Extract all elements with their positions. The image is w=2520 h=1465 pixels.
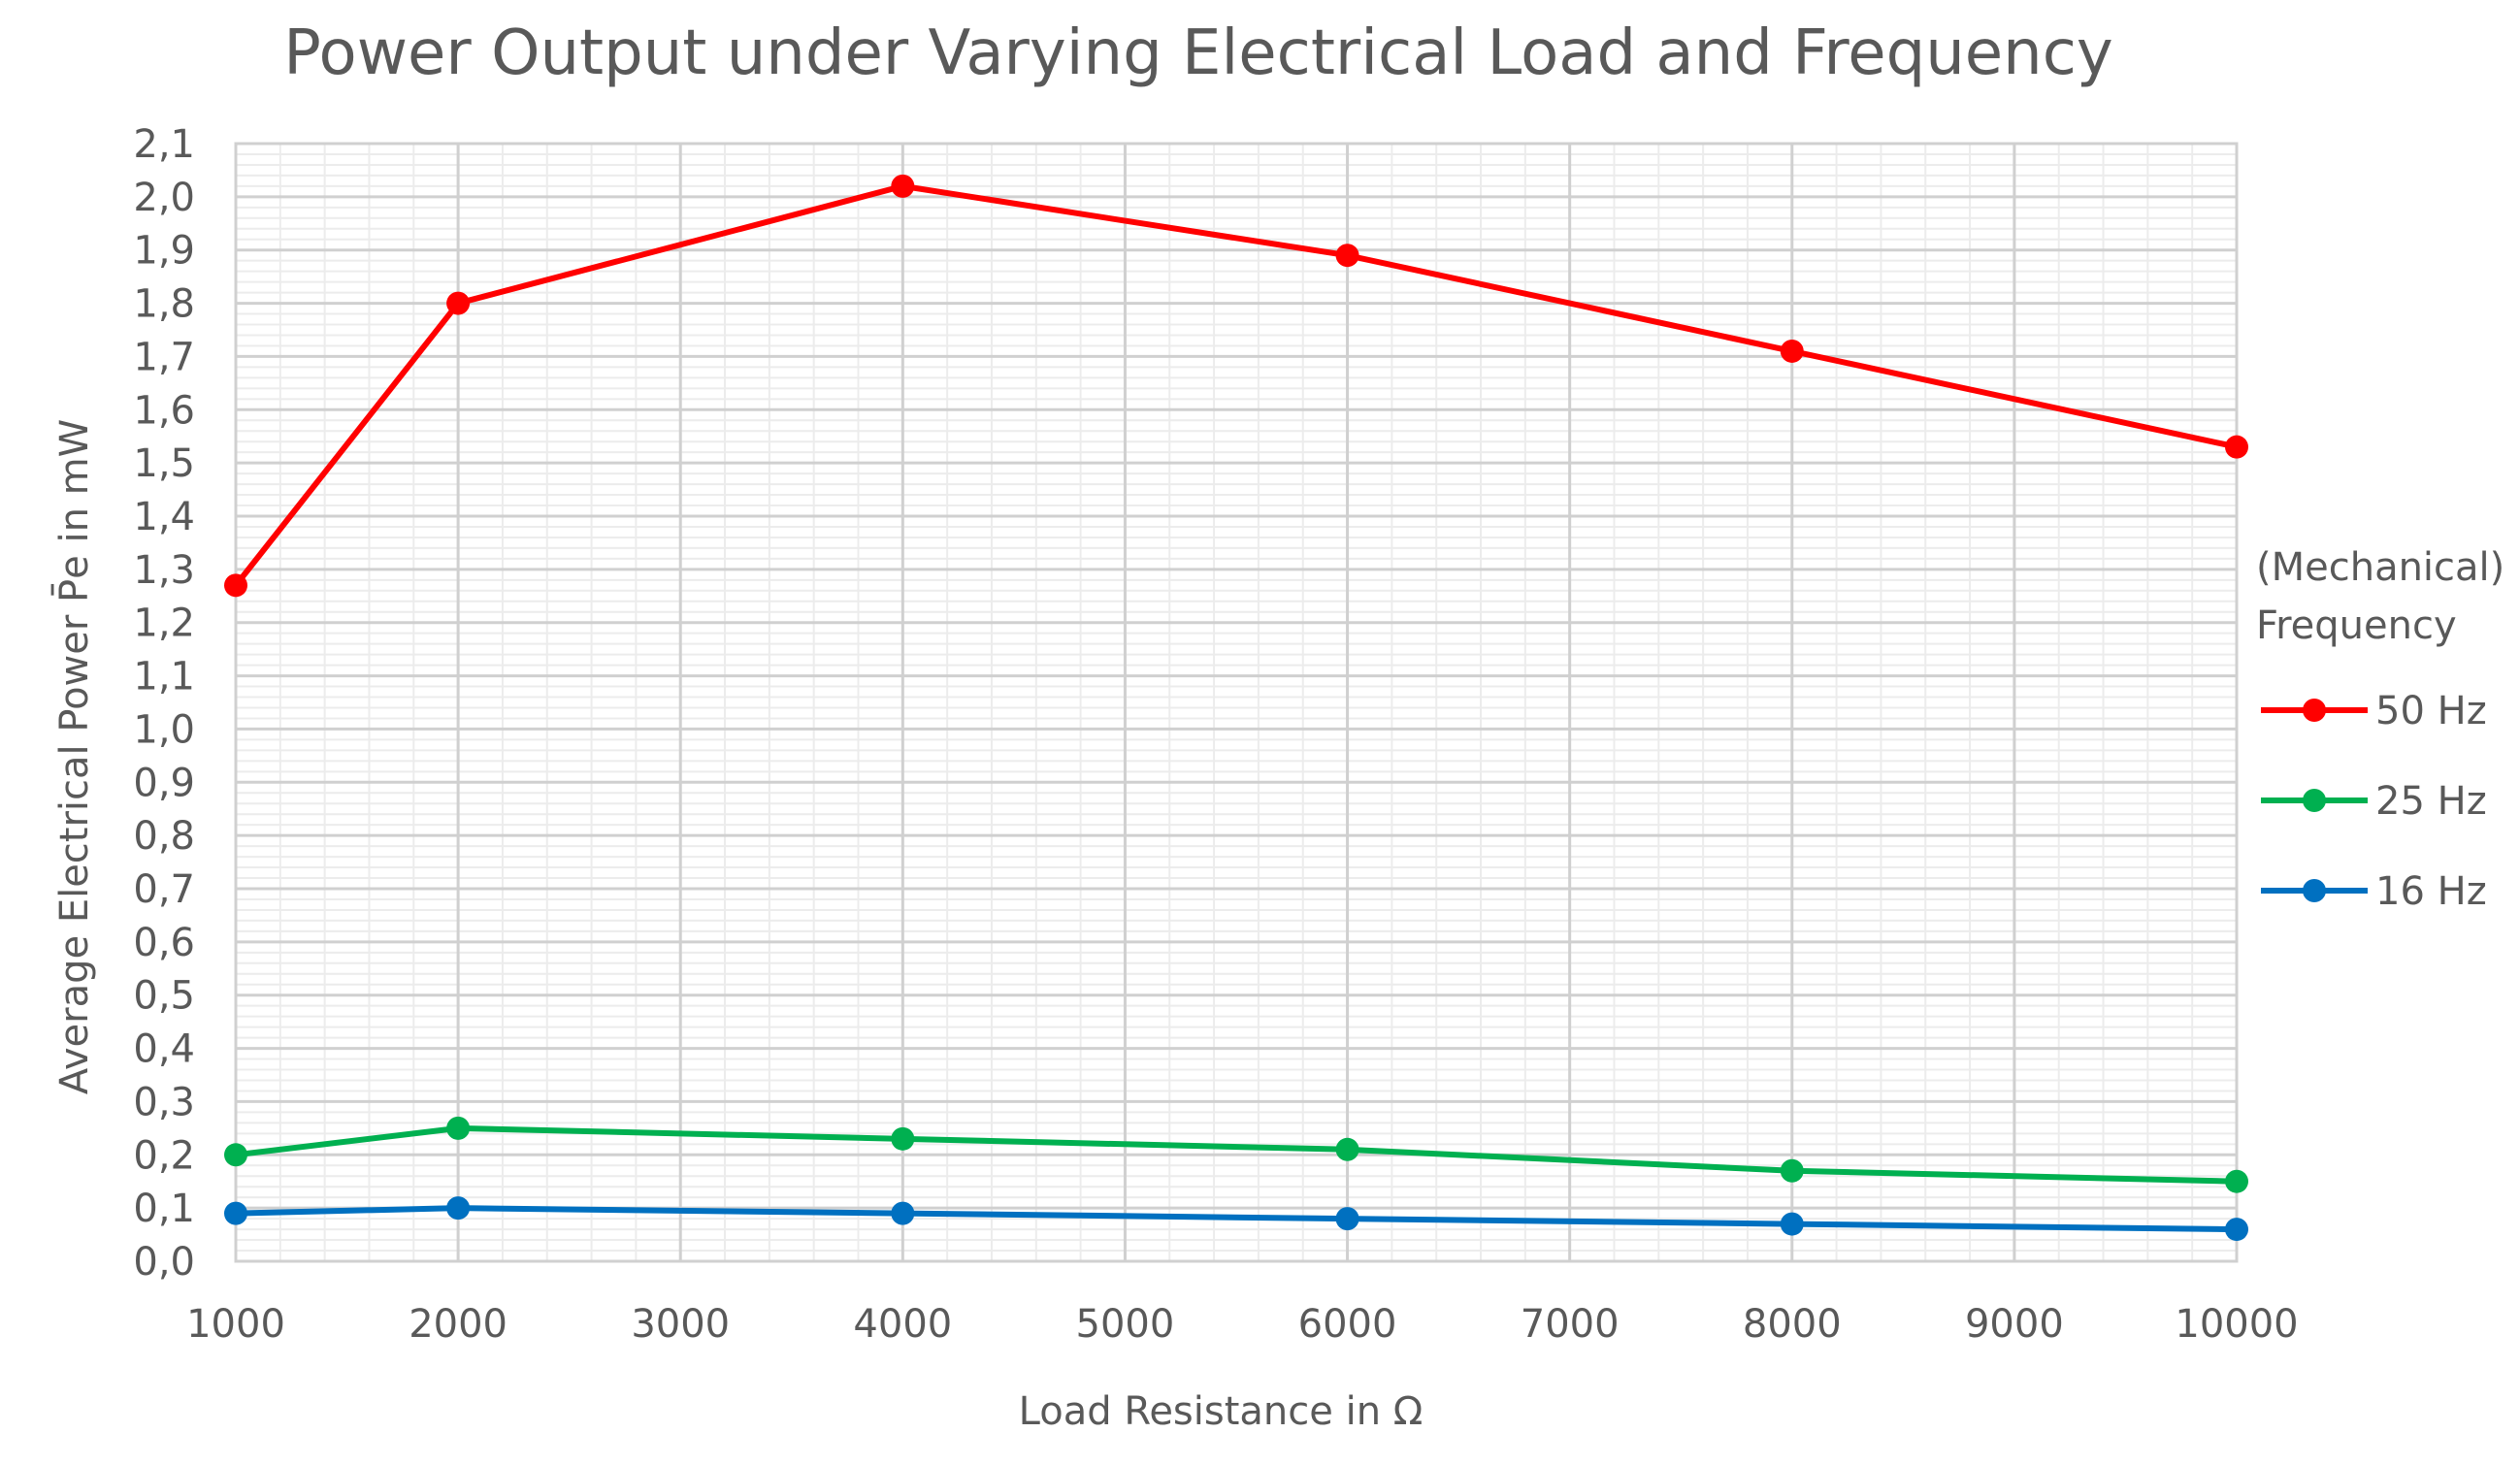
x-tick-label: 3000 <box>631 1302 730 1347</box>
data-point <box>2225 435 2248 459</box>
chart-title: Power Output under Varying Electrical Lo… <box>283 17 2113 89</box>
series-lines <box>224 174 2248 1242</box>
data-point <box>891 1201 915 1225</box>
legend-entry: 16 Hz <box>2261 869 2487 914</box>
data-point <box>224 573 247 598</box>
y-tick-label: 1,9 <box>133 229 195 274</box>
legend-swatch-marker <box>2303 699 2326 722</box>
y-axis-title: Average Electrical Power P̄e in mW <box>50 419 97 1094</box>
y-tick-label: 1,2 <box>133 602 195 646</box>
y-tick-label: 0,5 <box>133 974 195 1019</box>
x-tick-label: 1000 <box>186 1302 285 1347</box>
legend: (Mechanical) Frequency 50 Hz 25 Hz 16 Hz <box>2256 545 2504 914</box>
x-tick-label: 9000 <box>1965 1302 2064 1347</box>
series-25-hz <box>224 1116 2248 1193</box>
data-point <box>446 1196 471 1221</box>
legend-swatch-marker <box>2303 879 2326 902</box>
y-tick-label: 2,0 <box>133 176 195 220</box>
data-point <box>1335 1207 1359 1231</box>
y-tick-label: 1,5 <box>133 441 195 486</box>
y-tick-label: 0,2 <box>133 1133 195 1178</box>
data-point <box>2225 1218 2248 1242</box>
y-tick-label: 0,8 <box>133 814 195 859</box>
series-50-hz <box>224 174 2248 598</box>
series-line <box>235 1205 2238 1233</box>
series-line <box>235 1124 2238 1185</box>
x-tick-label: 10000 <box>2175 1302 2298 1347</box>
legend-title-line-2: Frequency <box>2256 603 2457 648</box>
legend-entry: 25 Hz <box>2261 779 2487 824</box>
data-point <box>1335 244 1359 268</box>
x-tick-label: 4000 <box>853 1302 952 1347</box>
x-tick-label: 6000 <box>1298 1302 1397 1347</box>
y-tick-label: 0,1 <box>133 1187 195 1231</box>
y-tick-label: 1,1 <box>133 655 195 700</box>
y-tick-label: 0,4 <box>133 1027 195 1072</box>
y-tick-label: 2,1 <box>133 122 195 167</box>
x-tick-label: 2000 <box>409 1302 507 1347</box>
plot-border <box>234 142 2239 1263</box>
y-tick-label: 0,0 <box>133 1240 195 1285</box>
data-point <box>1335 1137 1359 1161</box>
legend-label: 25 Hz <box>2375 779 2487 824</box>
x-axis-title: Load Resistance in Ω <box>1019 1389 1424 1434</box>
y-tick-label: 1,8 <box>133 282 195 327</box>
y-tick-label: 0,7 <box>133 867 195 912</box>
data-point <box>224 1143 247 1167</box>
data-point <box>446 1116 471 1140</box>
legend-label: 50 Hz <box>2375 689 2487 733</box>
legend-label: 16 Hz <box>2375 869 2487 914</box>
x-tick-label: 8000 <box>1743 1302 1842 1347</box>
data-point <box>2225 1169 2248 1193</box>
y-tick-label: 1,6 <box>133 388 195 433</box>
data-point <box>891 174 915 198</box>
y-tick-label: 1,0 <box>133 707 195 752</box>
y-tick-labels: 0,0 0,1 0,2 0,3 0,4 0,5 0,6 0,7 0,8 0,9 1,0 1,1 1,2 1… <box>133 122 195 1285</box>
data-point <box>224 1201 247 1225</box>
y-tick-label: 0,9 <box>133 761 195 805</box>
data-point <box>1780 1212 1804 1236</box>
y-tick-label: 1,3 <box>133 548 195 593</box>
x-tick-label: 5000 <box>1076 1302 1175 1347</box>
legend-title-line-1: (Mechanical) <box>2256 545 2504 590</box>
data-point <box>446 291 471 315</box>
legend-entry: 50 Hz <box>2261 689 2487 733</box>
y-tick-label: 0,3 <box>133 1080 195 1124</box>
x-tick-label: 7000 <box>1521 1302 1620 1347</box>
grid <box>234 142 2239 1263</box>
series-line <box>233 182 2238 588</box>
x-tick-labels: 1000 2000 3000 4000 5000 6000 7000 8000 9000 1000… <box>186 1302 2299 1347</box>
y-tick-label: 0,6 <box>133 921 195 965</box>
legend-swatch-marker <box>2303 789 2326 812</box>
data-point <box>891 1126 915 1151</box>
y-tick-label: 1,4 <box>133 495 195 539</box>
series-16-hz <box>224 1196 2248 1242</box>
data-point <box>1780 339 1804 363</box>
data-point <box>1780 1158 1804 1183</box>
y-tick-label: 1,7 <box>133 335 195 379</box>
